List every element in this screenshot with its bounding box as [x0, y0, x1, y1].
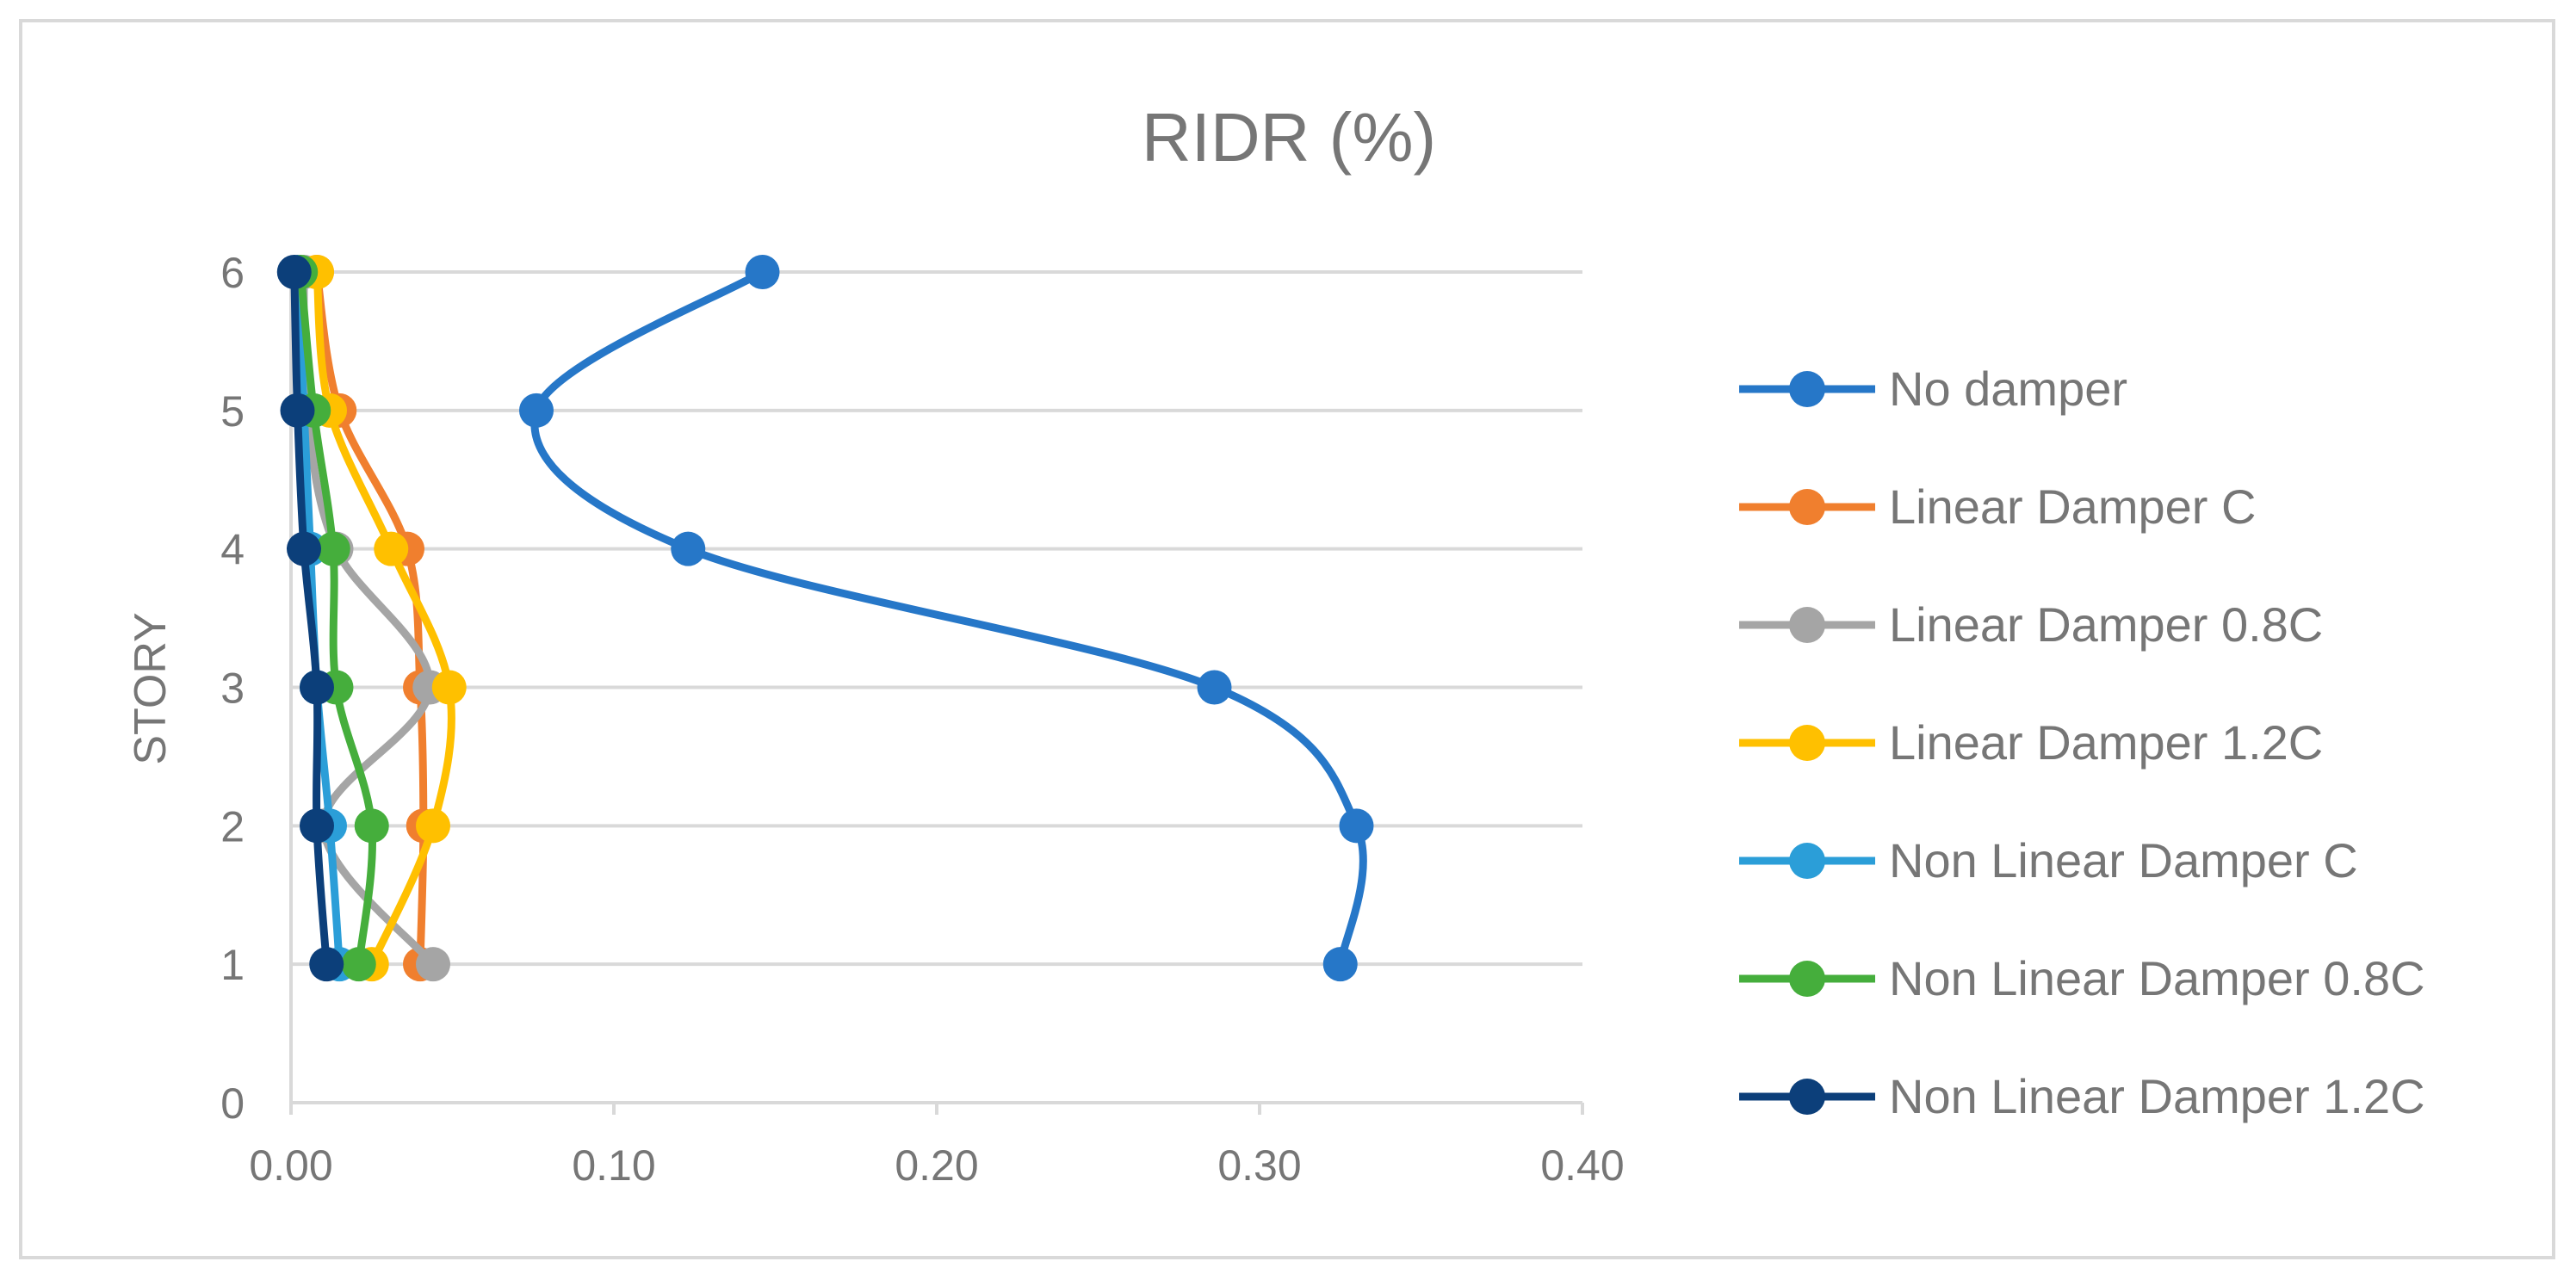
y-tick-label: 5: [220, 387, 245, 436]
legend-label: Linear Damper 1.2C: [1889, 715, 2323, 770]
data-point: [1339, 808, 1374, 844]
x-tick-label: 0.00: [249, 1141, 332, 1190]
legend-swatch-marker: [1789, 843, 1825, 879]
series-no-damper: [519, 255, 1374, 982]
legend-item: Non Linear Damper 1.2C: [1739, 1069, 2425, 1123]
data-point: [416, 947, 450, 982]
legend-swatch-marker: [1789, 371, 1825, 407]
legend-item: Non Linear Damper C: [1739, 833, 2358, 887]
chart-frame: [19, 19, 2555, 1259]
data-point: [341, 947, 376, 982]
series-non-linear-damper-1-2c: [276, 255, 344, 982]
legend-swatch-marker: [1789, 1079, 1825, 1115]
x-tick-label: 0.40: [1540, 1141, 1624, 1190]
data-point: [280, 393, 315, 428]
data-point: [431, 670, 467, 705]
legend-label: No damper: [1889, 362, 2127, 416]
data-point: [300, 808, 334, 844]
legend-label: Non Linear Damper 0.8C: [1889, 951, 2425, 1005]
data-point: [287, 531, 321, 566]
data-point: [519, 393, 554, 428]
legend: No damper Linear Damper C Linear Damper 0.…: [1739, 362, 2425, 1123]
x-tick-label: 0.30: [1217, 1141, 1301, 1190]
y-tick-label: 2: [220, 802, 245, 850]
data-point: [1322, 947, 1358, 982]
data-point: [745, 255, 780, 289]
legend-swatch-marker: [1789, 725, 1825, 761]
legend-item: Linear Damper 1.2C: [1739, 715, 2323, 770]
data-point: [671, 531, 706, 566]
data-point: [276, 255, 312, 289]
data-point: [1197, 670, 1232, 705]
data-point: [416, 808, 450, 844]
legend-label: Non Linear Damper 1.2C: [1889, 1069, 2425, 1123]
axes: 0 1 2 3 4 5 6 0.00 0.10 0.20 0.30 0.40: [220, 249, 1624, 1190]
series-layer: [276, 255, 1374, 982]
data-point: [315, 531, 350, 566]
legend-item: No damper: [1739, 362, 2127, 416]
data-point: [300, 670, 334, 705]
series-linear-damper-1-2c: [300, 255, 467, 982]
y-tick-label: 1: [220, 941, 245, 989]
y-tick-label: 0: [220, 1079, 245, 1128]
y-tick-label: 6: [220, 249, 245, 297]
x-tick-label: 0.20: [895, 1141, 978, 1190]
data-point: [374, 531, 409, 566]
data-point: [309, 947, 344, 982]
legend-swatch-marker: [1789, 489, 1825, 525]
legend-item: Linear Damper C: [1739, 479, 2256, 534]
y-tick-label: 3: [220, 665, 245, 713]
legend-item: Linear Damper 0.8C: [1739, 597, 2323, 652]
legend-swatch-marker: [1789, 607, 1825, 643]
legend-item: Non Linear Damper 0.8C: [1739, 951, 2425, 1005]
legend-label: Linear Damper C: [1889, 479, 2256, 534]
series-line: [530, 268, 1367, 968]
legend-swatch-marker: [1789, 961, 1825, 997]
y-tick-label: 4: [220, 526, 245, 574]
y-axis-label: STORY: [126, 612, 176, 764]
legend-label: Linear Damper 0.8C: [1889, 597, 2323, 652]
legend-label: Non Linear Damper C: [1889, 833, 2358, 887]
data-point: [354, 808, 389, 844]
chart-title: RIDR (%): [1142, 99, 1436, 176]
x-tick-label: 0.10: [572, 1141, 655, 1190]
